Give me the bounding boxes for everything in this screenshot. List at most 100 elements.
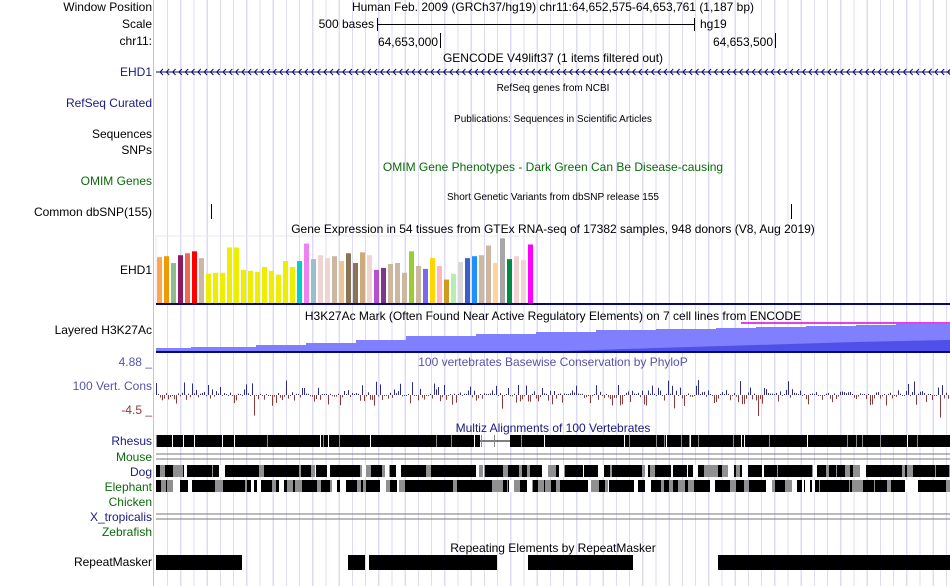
phylop-bar <box>156 383 157 395</box>
gencode-gene-ehd1[interactable] <box>156 66 950 78</box>
alignment-block <box>591 480 596 492</box>
species-label-rhesus[interactable]: Rhesus <box>111 434 152 448</box>
phylop-bar <box>552 395 553 405</box>
strand-arrow-icon <box>543 68 548 76</box>
chr-label: chr11: <box>119 34 152 48</box>
phylop-bar <box>522 395 523 400</box>
phylop-bar <box>174 395 175 400</box>
phylop-bar <box>330 393 331 395</box>
refseq-track-label[interactable]: RefSeq Curated <box>65 96 152 110</box>
phylop-bar <box>234 395 235 404</box>
gtex-bar <box>269 270 274 303</box>
phylop-bar <box>168 395 169 400</box>
phylop-bar <box>272 395 273 406</box>
alignment-block <box>802 480 804 492</box>
omim-track-label[interactable]: OMIM Genes <box>80 174 152 188</box>
alignment-block <box>589 465 595 477</box>
gtex-bar <box>374 269 379 303</box>
alignment-block <box>556 480 560 492</box>
species-label-chicken[interactable]: Chicken <box>108 495 152 509</box>
alignment-block <box>872 465 877 477</box>
phylop-track-label[interactable]: 100 Vert. Cons <box>72 379 152 393</box>
strand-arrow-icon <box>215 68 221 76</box>
repeatmasker-elements[interactable] <box>156 555 950 571</box>
dbsnp-track-label[interactable]: Common dbSNP(155) <box>33 205 152 219</box>
alignment-block <box>838 480 842 492</box>
phylop-bar <box>382 395 383 401</box>
alignment-block <box>494 435 495 447</box>
strand-arrow-icon <box>209 68 214 76</box>
species-label-dog[interactable]: Dog <box>129 465 152 479</box>
alignment-block <box>180 480 182 492</box>
gtex-bar <box>423 268 428 303</box>
phylop-signal[interactable] <box>156 370 950 420</box>
phylop-bar <box>842 391 843 395</box>
alignment-block <box>655 465 658 477</box>
phylop-bar <box>514 393 515 395</box>
species-label-zebrafish[interactable]: Zebrafish <box>101 525 152 539</box>
multiz-alignments[interactable] <box>156 433 950 533</box>
alignment-block <box>504 480 507 492</box>
phylop-bar <box>638 392 639 395</box>
alignment-block <box>346 480 349 492</box>
repeatmasker-track-label[interactable]: RepeatMasker <box>73 555 152 569</box>
phylop-bar <box>706 395 707 397</box>
alignment-block <box>542 465 548 477</box>
alignment-block <box>850 480 852 492</box>
alignment-block <box>450 480 453 492</box>
scale-bar-left-end <box>377 18 378 31</box>
alignment-block <box>465 465 470 477</box>
gtex-bar <box>381 267 386 303</box>
phylop-bar <box>928 393 929 395</box>
phylop-bar <box>386 395 387 397</box>
repeat-element <box>718 555 950 570</box>
phylop-bar <box>256 395 257 397</box>
alignment-block <box>194 435 195 447</box>
strand-arrow-icon <box>801 68 806 76</box>
alignment-block <box>267 435 268 447</box>
alignment-block <box>935 480 940 492</box>
alignment-block <box>503 480 504 492</box>
alignment-block <box>862 435 863 447</box>
alignment-block <box>788 465 791 477</box>
h3k27ac-signal[interactable] <box>156 318 950 354</box>
gtex-bar-chart[interactable] <box>155 235 950 306</box>
phylop-bar <box>894 395 895 397</box>
alignment-block <box>866 465 872 477</box>
h3k27ac-track-label[interactable]: Layered H3K27Ac <box>54 323 152 337</box>
species-label-elephant[interactable]: Elephant <box>104 480 152 494</box>
h3k27ac-title: H3K27Ac Mark (Often Found Near Active Re… <box>304 309 802 323</box>
alignment-block <box>632 465 637 477</box>
alignment-block <box>470 465 476 477</box>
snps-label[interactable]: SNPs <box>121 143 152 157</box>
phylop-bar <box>476 395 477 401</box>
alignment-block <box>310 480 314 492</box>
phylop-bar <box>640 395 641 398</box>
phylop-bar <box>286 380 287 395</box>
publications-track-label[interactable]: Sequences <box>91 127 152 141</box>
alignment-block <box>218 480 223 492</box>
strand-arrow-icon <box>549 68 554 76</box>
alignment-block <box>413 480 419 492</box>
phylop-bar <box>722 392 723 395</box>
phylop-bar <box>696 385 697 395</box>
alignment-block <box>521 480 527 492</box>
gencode-track-label[interactable]: EHD1 <box>119 65 152 79</box>
alignment-block <box>473 480 478 492</box>
phylop-bar <box>356 393 357 395</box>
species-label-mouse[interactable]: Mouse <box>115 450 152 464</box>
alignment-block <box>450 465 451 477</box>
strand-arrow-icon <box>568 68 573 76</box>
alignment-block <box>420 465 426 477</box>
alignment-block <box>584 465 589 477</box>
species-label-x-tropicalis[interactable]: X_tropicalis <box>89 510 152 524</box>
alignment-block <box>654 465 655 477</box>
gtex-track-label[interactable]: EHD1 <box>119 263 152 277</box>
alignment-block <box>913 480 918 492</box>
phylop-bar <box>544 393 545 395</box>
alignment-block <box>805 480 810 492</box>
snp-mark[interactable] <box>791 204 792 219</box>
snp-mark[interactable] <box>211 204 212 219</box>
phylop-bar <box>554 390 555 395</box>
alignment-block <box>444 480 450 492</box>
